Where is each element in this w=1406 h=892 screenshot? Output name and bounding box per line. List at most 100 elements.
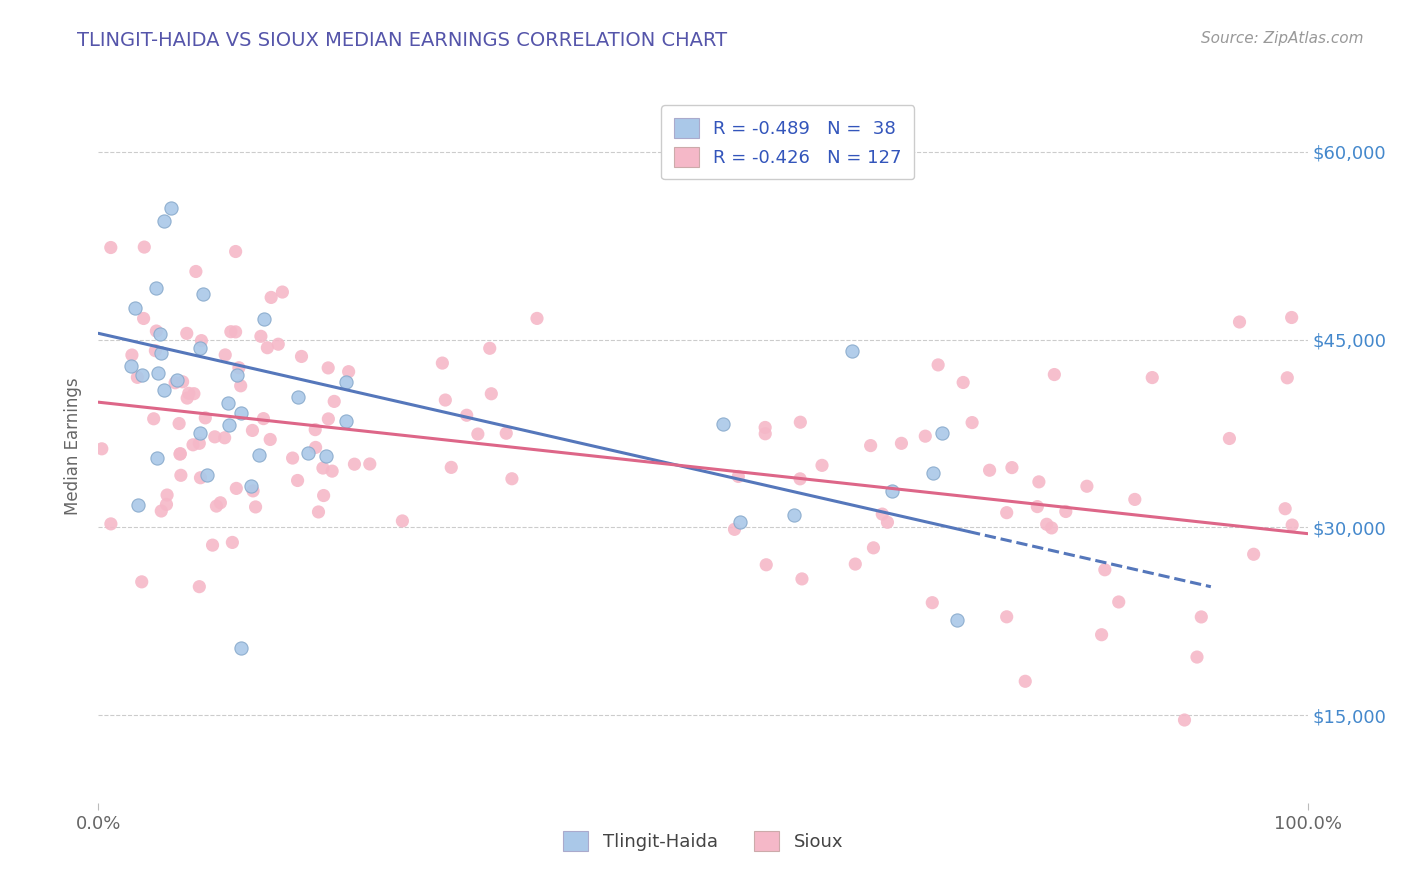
Point — [876, 516, 898, 530]
Point — [1028, 475, 1050, 489]
Point — [1054, 504, 1077, 518]
Point — [225, 325, 247, 339]
Point — [297, 446, 319, 460]
Point — [922, 466, 945, 480]
Point — [181, 438, 204, 452]
Point — [225, 482, 247, 496]
Point — [146, 451, 169, 466]
Point — [290, 350, 312, 364]
Point — [1001, 460, 1024, 475]
Point — [432, 356, 454, 370]
Point — [149, 345, 172, 359]
Point — [495, 426, 517, 441]
Point — [1035, 517, 1057, 532]
Point — [201, 538, 224, 552]
Point — [152, 214, 174, 228]
Point — [160, 201, 183, 215]
Point — [754, 426, 776, 441]
Point — [315, 449, 337, 463]
Point — [256, 341, 278, 355]
Point — [225, 368, 247, 383]
Point — [259, 433, 281, 447]
Point — [183, 386, 205, 401]
Point — [145, 343, 167, 358]
Point — [142, 411, 165, 425]
Point — [204, 430, 226, 444]
Point — [952, 376, 974, 390]
Point — [456, 409, 478, 423]
Point — [914, 429, 936, 443]
Point — [271, 285, 294, 299]
Point — [287, 390, 309, 404]
Point — [152, 383, 174, 397]
Point — [921, 596, 943, 610]
Point — [281, 451, 304, 466]
Point — [440, 460, 463, 475]
Point — [960, 416, 983, 430]
Point — [170, 468, 193, 483]
Point — [149, 327, 172, 342]
Point — [931, 426, 953, 441]
Point — [252, 312, 274, 326]
Point — [728, 516, 751, 530]
Point — [1281, 518, 1303, 533]
Point — [169, 447, 191, 461]
Point — [359, 457, 381, 471]
Point — [250, 329, 273, 343]
Point — [134, 240, 156, 254]
Point — [131, 368, 153, 382]
Point — [209, 496, 232, 510]
Point — [242, 483, 264, 498]
Point — [880, 483, 903, 498]
Point — [862, 541, 884, 555]
Point — [240, 479, 263, 493]
Point — [1189, 610, 1212, 624]
Point — [1173, 713, 1195, 727]
Point — [755, 558, 778, 572]
Point — [287, 474, 309, 488]
Point — [1026, 500, 1049, 514]
Point — [267, 337, 290, 351]
Point — [979, 463, 1001, 477]
Point — [177, 386, 200, 401]
Point — [304, 423, 326, 437]
Point — [321, 464, 343, 478]
Point — [252, 411, 274, 425]
Point — [343, 457, 366, 471]
Point — [1142, 370, 1164, 384]
Point — [155, 498, 177, 512]
Point — [335, 414, 357, 428]
Point — [145, 324, 167, 338]
Point — [172, 375, 194, 389]
Point — [1218, 432, 1240, 446]
Point — [100, 516, 122, 531]
Point — [927, 358, 949, 372]
Point — [789, 415, 811, 429]
Point — [337, 365, 360, 379]
Point — [1243, 547, 1265, 561]
Point — [219, 325, 242, 339]
Point — [1229, 315, 1251, 329]
Point — [841, 343, 863, 358]
Point — [391, 514, 413, 528]
Point — [1185, 650, 1208, 665]
Point — [205, 499, 228, 513]
Point — [995, 506, 1018, 520]
Point — [859, 439, 882, 453]
Point — [191, 286, 214, 301]
Point — [121, 348, 143, 362]
Point — [165, 376, 187, 390]
Point — [811, 458, 834, 473]
Point — [190, 471, 212, 485]
Point — [188, 580, 211, 594]
Point — [145, 281, 167, 295]
Point — [1090, 628, 1112, 642]
Point — [169, 447, 191, 461]
Point — [501, 472, 523, 486]
Point — [1040, 521, 1063, 535]
Point — [782, 508, 804, 522]
Point — [727, 469, 749, 483]
Point — [190, 334, 212, 348]
Point — [723, 522, 745, 536]
Point — [184, 264, 207, 278]
